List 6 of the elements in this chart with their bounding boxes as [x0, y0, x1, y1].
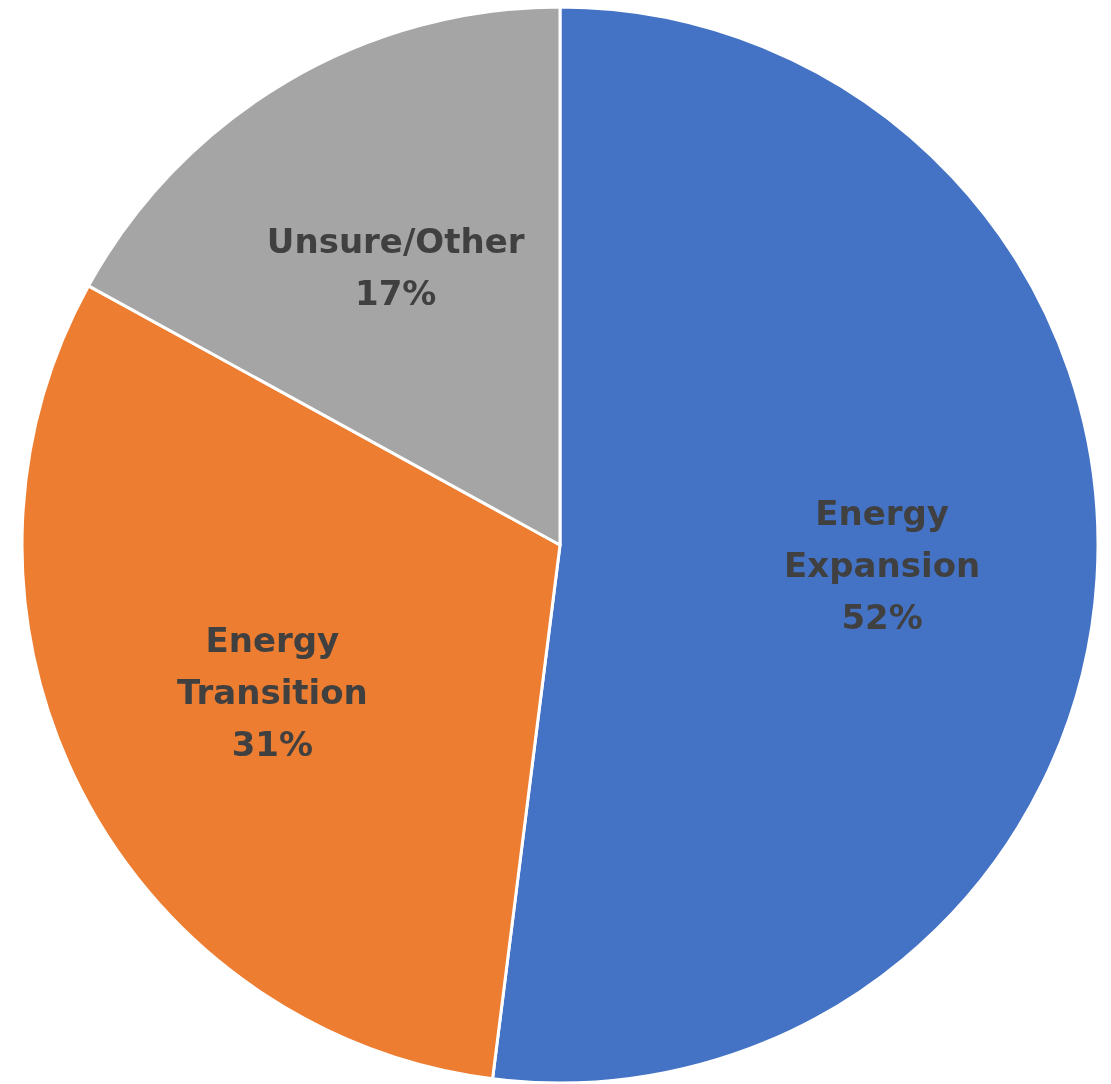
slice-label: Energy Transition — [177, 619, 368, 712]
data-label: 52% — [841, 597, 923, 638]
data-label: 17% — [354, 273, 437, 314]
data-label: 31% — [231, 723, 314, 764]
slice-label: Energy Expansion — [784, 493, 981, 586]
slice-label: Unsure/Other — [266, 221, 525, 262]
